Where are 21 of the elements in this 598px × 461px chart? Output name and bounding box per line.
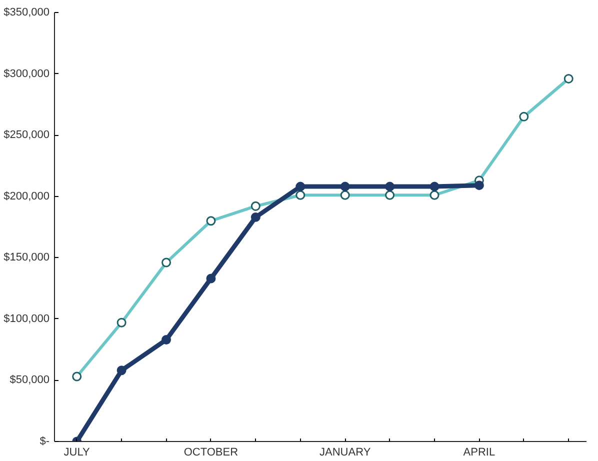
x-tick-label: OCTOBER xyxy=(184,446,238,458)
point xyxy=(385,182,395,192)
y-tick-label: $350,000 xyxy=(4,6,50,18)
point xyxy=(474,180,484,190)
point xyxy=(206,274,216,284)
y-tick-label: $50,000 xyxy=(10,374,50,386)
point xyxy=(340,182,350,192)
y-tick-label: $250,000 xyxy=(4,129,50,142)
point xyxy=(430,182,440,192)
x-tick-label: JULY xyxy=(64,446,91,458)
y-tick-label: $- xyxy=(40,436,50,448)
point xyxy=(116,366,126,376)
point xyxy=(250,212,260,222)
x-tick-label: JANUARY xyxy=(320,446,372,458)
y-tick-label: $100,000 xyxy=(4,312,50,325)
point xyxy=(162,335,172,345)
y-tick-label: $150,000 xyxy=(4,252,50,264)
point xyxy=(296,182,306,192)
y-tick-label: $200,000 xyxy=(4,190,50,202)
x-tick-label: APRIL xyxy=(463,446,496,458)
y-tick-label: $300,000 xyxy=(4,68,50,80)
